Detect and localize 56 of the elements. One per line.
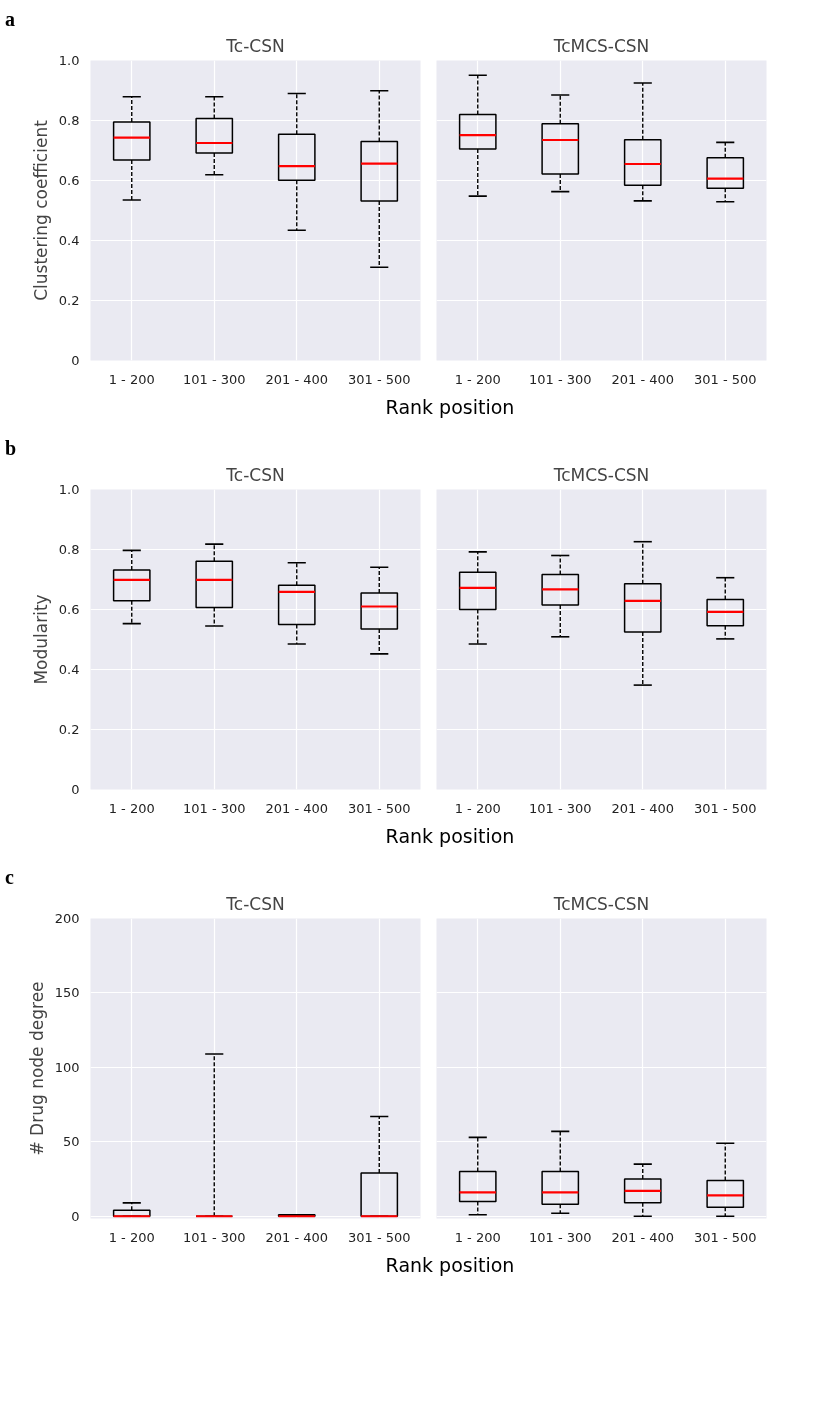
y-tick-label: 0 <box>71 782 80 797</box>
x-tick-label: 301 - 500 <box>693 800 757 816</box>
x-tick-label: 301 - 500 <box>347 1229 411 1245</box>
y-tick-label: 100 <box>54 1059 80 1075</box>
x-tick-label: 201 - 400 <box>611 371 675 387</box>
y-tick-label: 0.2 <box>58 722 80 737</box>
y-tick-label: 0.8 <box>58 542 80 557</box>
x-tick-label: 101 - 300 <box>528 1229 592 1245</box>
x-tick-label: 1 - 200 <box>108 371 155 387</box>
chart-title: Tc-CSN <box>225 464 285 485</box>
y-tick-label: 0.4 <box>58 233 80 248</box>
chart-title: TcMCS-CSN <box>552 893 650 914</box>
chart-title: Tc-CSN <box>225 893 285 914</box>
chart-title: TcMCS-CSN <box>552 464 650 485</box>
y-tick-label: 0.4 <box>58 662 80 677</box>
y-tick-label: 0.6 <box>58 173 80 188</box>
x-tick-label: 101 - 300 <box>182 1229 246 1245</box>
y-tick-label: 50 <box>62 1134 80 1150</box>
x-axis-title: Rank position <box>385 824 515 849</box>
x-tick-label: 1 - 200 <box>108 1229 155 1245</box>
y-axis-title: Modularity <box>30 594 51 685</box>
x-tick-label: 101 - 300 <box>182 371 246 387</box>
y-axis-title: # Drug node degree <box>26 981 47 1156</box>
x-tick-label: 301 - 500 <box>693 371 757 387</box>
x-tick-label: 1 - 200 <box>454 1229 501 1245</box>
x-tick-label: 101 - 300 <box>528 371 592 387</box>
y-tick-label: 0.6 <box>58 602 80 617</box>
y-tick-label: 0 <box>71 353 80 368</box>
x-tick-label: 301 - 500 <box>347 371 411 387</box>
x-tick-label: 201 - 400 <box>265 1229 329 1245</box>
x-tick-label: 201 - 400 <box>265 800 329 816</box>
x-tick-label: 201 - 400 <box>611 1229 675 1245</box>
y-tick-label: 0.2 <box>58 293 80 308</box>
chart-title: Tc-CSN <box>225 35 285 56</box>
x-tick-label: 101 - 300 <box>182 800 246 816</box>
y-tick-label: 0.8 <box>58 113 80 128</box>
x-tick-label: 301 - 500 <box>693 1229 757 1245</box>
x-tick-label: 201 - 400 <box>611 800 675 816</box>
y-tick-label: 150 <box>54 985 80 1001</box>
x-tick-label: 1 - 200 <box>108 800 155 816</box>
text: c <box>5 865 14 890</box>
x-tick-label: 1 - 200 <box>454 371 501 387</box>
y-tick-label: 0 <box>71 1208 80 1224</box>
x-tick-label: 301 - 500 <box>347 800 411 816</box>
y-tick-label: 1.0 <box>58 482 80 497</box>
x-tick-label: 101 - 300 <box>528 800 592 816</box>
x-tick-label: 201 - 400 <box>265 371 329 387</box>
y-tick-label: 1.0 <box>58 53 80 68</box>
x-axis-title: Rank position <box>385 395 515 420</box>
x-axis-title: Rank position <box>385 1253 515 1278</box>
x-tick-label: 1 - 200 <box>454 800 501 816</box>
y-tick-label: 200 <box>54 911 80 926</box>
y-axis-title: Clustering coefficient <box>30 119 51 301</box>
text: a <box>5 7 15 32</box>
chart-title: TcMCS-CSN <box>552 35 650 56</box>
text: b <box>5 436 17 461</box>
